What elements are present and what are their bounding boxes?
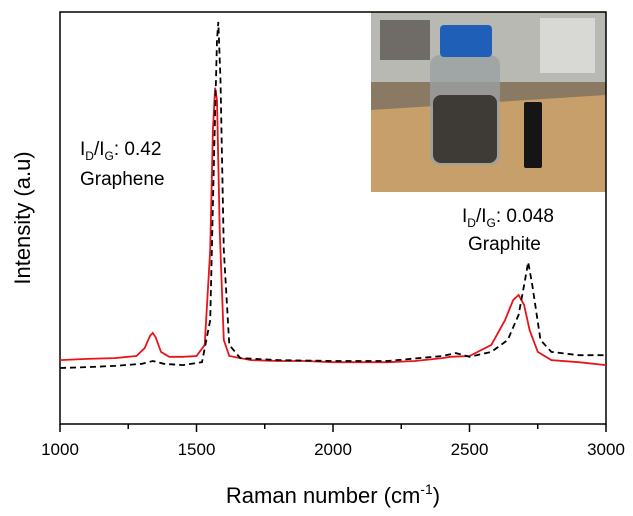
subscript: G [105,149,114,163]
subscript: D [467,216,476,230]
ratio-text: I [80,139,85,160]
x-tick-label: 2000 [314,440,352,459]
annotation-label: Graphite [468,234,541,255]
superscript: -1 [420,481,433,497]
y-axis-label: Intensity (a.u) [10,151,35,284]
ratio-text: : 0.048 [496,206,554,227]
ratio-annotation: ID/IG: 0.048 [462,206,554,230]
ratio-annotation: ID/IG: 0.42 [80,139,161,163]
ratio-text: /I [476,206,487,227]
ratio-text: : 0.42 [114,139,162,160]
ratio-text: /I [94,139,105,160]
subscript: D [85,149,94,163]
subscript: G [487,216,496,230]
inset-photo [371,12,606,192]
x-axis-label: Raman number (cm-1) [226,481,440,508]
x-tick-label: 3000 [587,440,625,459]
series-line [59,21,606,369]
x-tick-label: 1000 [41,440,79,459]
x-label-text: ) [433,483,440,508]
x-label-text: Raman number (cm [226,483,420,508]
annotation-label: Graphene [80,169,165,190]
x-tick-label: 1500 [178,440,216,459]
plot-area [59,21,607,369]
x-tick-label: 2500 [451,440,489,459]
ratio-text: I [462,206,467,227]
